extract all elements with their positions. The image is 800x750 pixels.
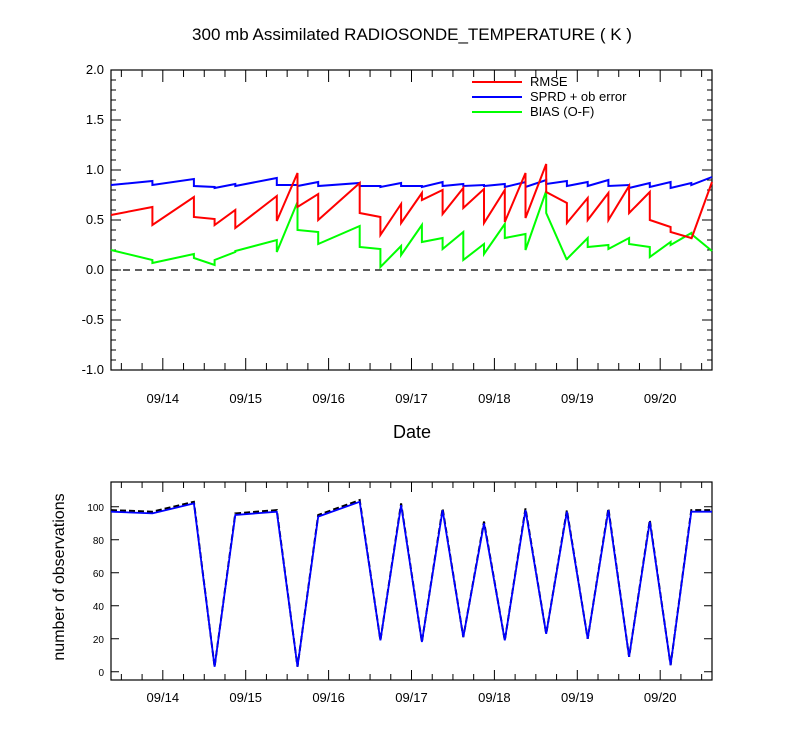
bottom-plot-frame — [110, 481, 713, 681]
y-tick-label: 20 — [93, 635, 105, 646]
rmse-series-line — [110, 163, 713, 240]
sprd-series-line — [110, 176, 713, 190]
legend-label-sprd: SPRD + ob error — [530, 89, 627, 104]
y-tick-label: 0.5 — [86, 212, 104, 227]
x-tick-label: 09/18 — [478, 690, 511, 705]
x-tick-label: 09/20 — [644, 391, 677, 406]
x-tick-label: 09/15 — [229, 690, 262, 705]
y-tick-label: 0.0 — [86, 262, 104, 277]
chart-title: 300 mb Assimilated RADIOSONDE_TEMPERATUR… — [192, 25, 632, 44]
x-tick-label: 09/16 — [312, 690, 345, 705]
x-tick-label: 09/17 — [395, 391, 428, 406]
legend-label-rmse: RMSE — [530, 74, 568, 89]
x-tick-label: 09/19 — [561, 690, 594, 705]
y-tick-label: 1.5 — [86, 112, 104, 127]
x-tick-label: 09/17 — [395, 690, 428, 705]
y-tick-label: 2.0 — [86, 62, 104, 77]
x-tick-label: 09/15 — [229, 391, 262, 406]
bottom-plot: 100 80 60 40 20 0 09/14 09/15 09/16 09/17 09/18 09/… — [87, 481, 713, 705]
bias-series-line — [110, 190, 713, 270]
y-tick-label: 80 — [93, 536, 105, 547]
x-tick-label: 09/16 — [312, 391, 345, 406]
y-tick-label: 100 — [87, 503, 104, 514]
top-plot: 2.0 1.5 1.0 0.5 0.0 -0.5 -1.0 09/14 09/15 09/16 09… — [82, 62, 713, 406]
y-tick-label: 1.0 — [86, 162, 104, 177]
x-axis-label: Date — [393, 422, 431, 442]
legend-label-bias: BIAS (O-F) — [530, 104, 594, 119]
y-tick-label: 60 — [93, 569, 105, 580]
x-tick-label: 09/14 — [147, 391, 180, 406]
y-tick-label: 40 — [93, 602, 105, 613]
y-axis-label-observations: number of observations — [51, 493, 68, 660]
possible-obs-series-line — [110, 498, 712, 667]
x-tick-label: 09/18 — [478, 391, 511, 406]
x-tick-label: 09/20 — [644, 690, 677, 705]
y-tick-label: -0.5 — [82, 312, 104, 327]
top-plot-frame — [110, 69, 713, 371]
assimilated-obs-series-line — [110, 500, 712, 667]
x-tick-label: 09/19 — [561, 391, 594, 406]
y-tick-label: 0 — [98, 668, 104, 679]
x-tick-label: 09/14 — [147, 690, 180, 705]
y-tick-label: -1.0 — [82, 362, 104, 377]
